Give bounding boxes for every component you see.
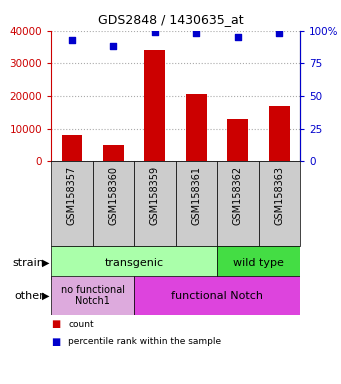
Text: GSM158361: GSM158361 [191, 166, 201, 225]
Text: strain: strain [13, 258, 44, 268]
Text: ■: ■ [51, 319, 60, 329]
Text: ▶: ▶ [42, 291, 49, 301]
Bar [217, 246, 300, 280]
Bar [258, 161, 300, 246]
Point [277, 30, 282, 36]
Text: count: count [68, 320, 94, 329]
Text: ■: ■ [51, 337, 60, 347]
Text: wild type: wild type [233, 258, 284, 268]
Bar [134, 161, 176, 246]
Bar [134, 276, 300, 315]
Text: GSM158362: GSM158362 [233, 166, 243, 225]
Text: GSM158363: GSM158363 [275, 166, 284, 225]
Bar [217, 161, 258, 246]
Bar [61, 134, 82, 161]
Bar [176, 161, 217, 246]
Point [69, 37, 75, 43]
Bar [145, 50, 165, 161]
Point [152, 29, 158, 35]
Bar [51, 276, 134, 315]
Text: GSM158359: GSM158359 [150, 166, 160, 225]
Point [194, 30, 199, 36]
Bar [269, 106, 290, 161]
Text: functional Notch: functional Notch [171, 291, 263, 301]
Bar [51, 246, 217, 280]
Bar [186, 94, 207, 161]
Point [110, 43, 116, 50]
Bar [103, 145, 124, 161]
Text: no functional
Notch1: no functional Notch1 [61, 285, 125, 306]
Text: GSM158360: GSM158360 [108, 166, 118, 225]
Text: transgenic: transgenic [105, 258, 164, 268]
Bar [227, 119, 248, 161]
Text: GDS2848 / 1430635_at: GDS2848 / 1430635_at [98, 13, 243, 26]
Text: other: other [15, 291, 44, 301]
Point [235, 34, 240, 40]
Bar [93, 161, 134, 246]
Text: ▶: ▶ [42, 258, 49, 268]
Text: GSM158357: GSM158357 [67, 166, 77, 225]
Text: percentile rank within the sample: percentile rank within the sample [68, 337, 221, 346]
Bar [51, 161, 93, 246]
